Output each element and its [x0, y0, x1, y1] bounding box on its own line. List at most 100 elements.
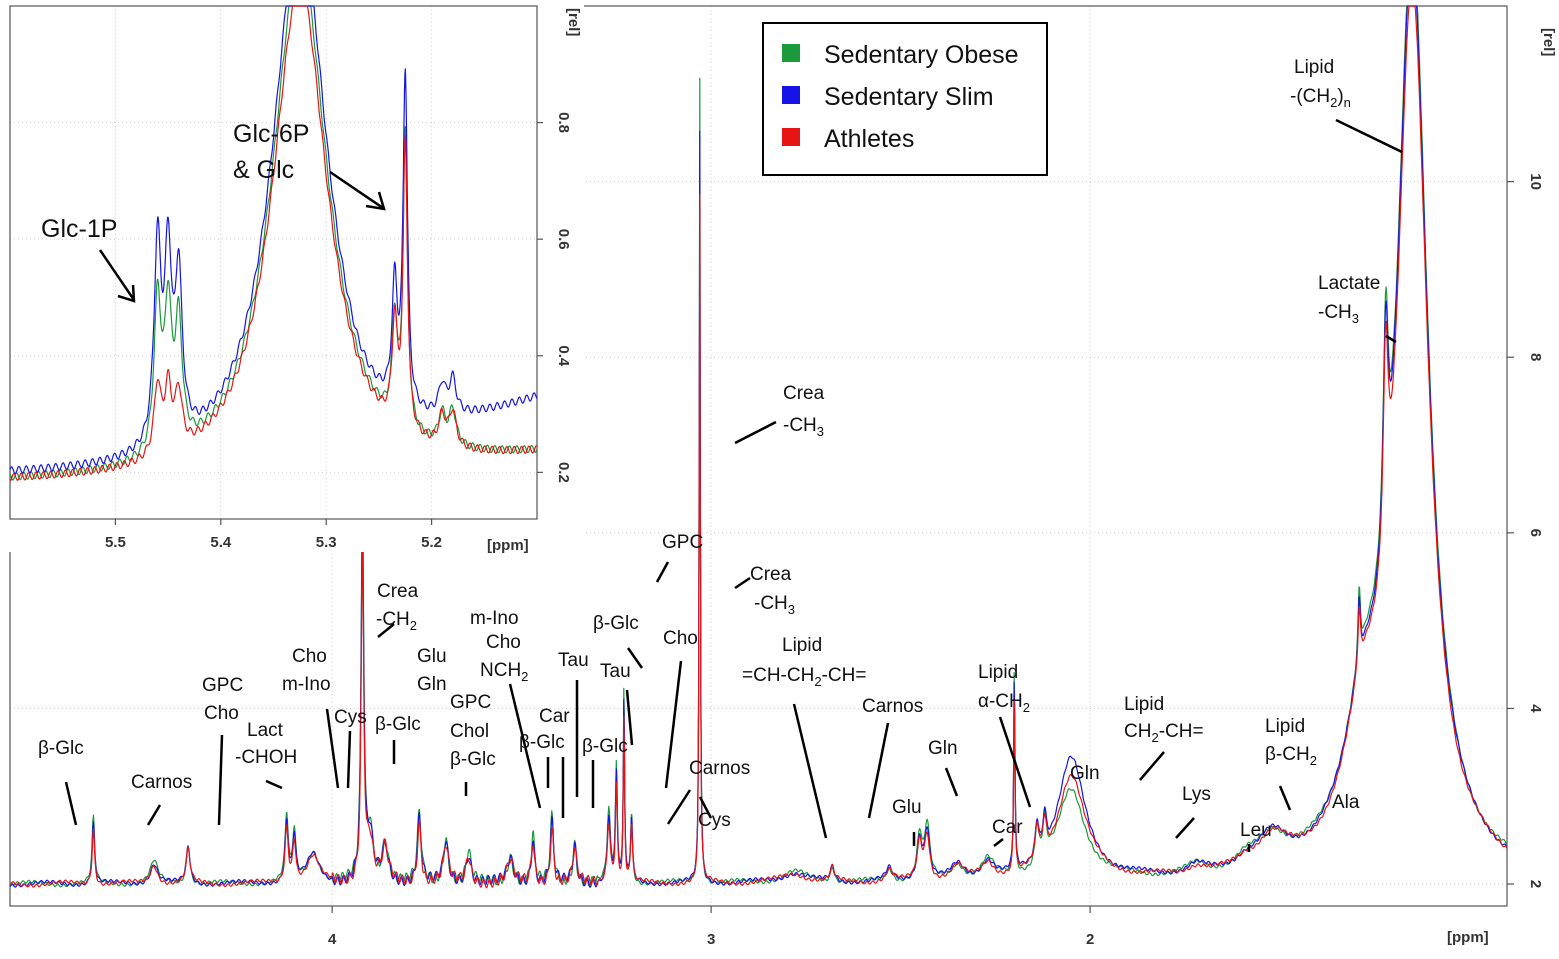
- label-nch2: NCH2: [480, 660, 528, 684]
- label-alpha-ch2: α-CH2: [978, 691, 1030, 715]
- leader-tau-2: [625, 689, 634, 746]
- leader-lact: [265, 779, 283, 790]
- label-carnos-2: Carnos: [689, 758, 750, 779]
- label-mino-2: m-Ino: [470, 608, 519, 629]
- label-beta-glc-4: β-Glc: [519, 732, 565, 753]
- label-glu-1: Glu: [417, 646, 447, 667]
- label-beta-glc-5: β-Glc: [582, 736, 628, 757]
- arrow-glc-6p-head: [365, 191, 386, 211]
- inset-y-tick-label: 0.4: [555, 345, 572, 367]
- label-ch3-1-sub: 3: [817, 424, 824, 439]
- leader-lys: [1175, 817, 1195, 839]
- label-mino-1: m-Ino: [282, 674, 331, 695]
- inset-plot-frame: [9, 5, 538, 520]
- leader-beta-glc-4: [626, 647, 644, 669]
- leader-lipid-beta: [1278, 785, 1292, 811]
- inset-background: [8, 4, 584, 552]
- label-ch-ch2-ch-b: -CH=: [822, 665, 867, 686]
- inset-series-sedentary-slim: [9, 5, 538, 475]
- inset-y-tick-label: 0.2: [555, 462, 572, 483]
- annotation-leader-lines: [64, 118, 1403, 852]
- leader-lipid-ch2-ch: [1139, 751, 1165, 781]
- leader-mino-cho-nch2: [508, 683, 542, 809]
- label-glc-6p: Glc-6P: [233, 120, 309, 148]
- leader-crea-ch3-1: [734, 420, 777, 445]
- leader-cho-2: [664, 660, 683, 789]
- main-spectrum-series: [9, 5, 1508, 889]
- label-tau-1: Tau: [558, 650, 589, 671]
- label-leu: Leu: [1240, 820, 1272, 841]
- leader-lipid-ch-ch2: [792, 703, 828, 839]
- label-gln-3: Gln: [1070, 763, 1100, 784]
- main-y-tick-label: 8: [1527, 353, 1544, 361]
- leader-cho-mino: [325, 708, 340, 789]
- label-beta-ch2-sub: 2: [1310, 753, 1317, 768]
- label-ch-ch2-ch-a: =CH-CH: [742, 665, 814, 686]
- label-lipid-3: Lipid: [1124, 694, 1164, 715]
- label-ch3-2-sub: 3: [788, 602, 795, 617]
- label-ch-ch2-ch: =CH-CH2-CH=: [742, 665, 866, 689]
- label-chol: Chol: [450, 721, 489, 742]
- label-car-2: Car: [992, 817, 1023, 838]
- label-ala: Ala: [1332, 792, 1360, 813]
- label-ch2-1-main: -CH: [376, 609, 410, 630]
- label-cho-1: Cho: [204, 703, 239, 724]
- main-x-axis-unit: [ppm]: [1447, 929, 1489, 946]
- label-gln-1: Gln: [417, 674, 447, 695]
- leader-cys-2: [698, 796, 713, 819]
- legend-swatch-obese: [782, 44, 800, 62]
- label-ch2-ch-b: -CH=: [1159, 721, 1204, 742]
- main-y-tick-label: 10: [1527, 173, 1544, 190]
- label-car-1: Car: [539, 706, 570, 727]
- label-gpc-2: GPC: [450, 692, 491, 713]
- label-cys-1: Cys: [334, 707, 367, 728]
- label-crea-3: Crea: [750, 564, 792, 585]
- label-lactate: Lactate: [1318, 273, 1380, 294]
- label-glu-2: Glu: [892, 797, 922, 818]
- inset-x-tick-label: 5.2: [421, 534, 442, 551]
- label-beta-glc-1: β-Glc: [38, 738, 84, 759]
- legend-label-obese: Sedentary Obese: [824, 41, 1019, 69]
- label-glc-1p: Glc-1P: [41, 215, 117, 243]
- label-cho-3: Cho: [486, 632, 521, 653]
- inset-y-axis-unit: [rel]: [565, 8, 582, 36]
- leader-carnos-1: [146, 804, 162, 826]
- legend-swatch-slim: [782, 86, 800, 104]
- main-series-sedentary-slim: [9, 5, 1508, 888]
- legend-box: [762, 22, 1048, 176]
- label-and-glc: & Glc: [233, 156, 294, 184]
- inset-x-tick-label: 5.3: [316, 534, 337, 551]
- label-ch3-3-main: -CH: [1318, 302, 1352, 323]
- leader-gln-1: [944, 767, 959, 797]
- inset-y-tick-label: 0.6: [555, 229, 572, 250]
- leader-gpc-cho-1: [217, 734, 224, 826]
- main-gridlines: [10, 6, 1507, 906]
- label-ch3-1: -CH3: [783, 415, 824, 439]
- label-ch2-ch-a: CH: [1124, 721, 1151, 742]
- leader-lactate: [1385, 334, 1397, 344]
- legend-label-athletes: Athletes: [824, 125, 914, 153]
- label-beta-ch2: β-CH2: [1265, 744, 1317, 768]
- inset-spectrum-plot: 5.5 5.4 5.3 5.2 0.2 0.4 0.6 0.8 [ppm] [rel] Gl…: [8, 4, 584, 554]
- arrow-glc-1p-head: [117, 284, 136, 303]
- label-cys-2: Cys: [698, 810, 731, 831]
- inset-y-tick-label: 0.8: [555, 112, 572, 133]
- main-x-tick-label: 2: [1086, 931, 1094, 948]
- label-tau-2: Tau: [600, 661, 631, 682]
- label-lipid-5: Lipid: [1294, 57, 1334, 78]
- label-ch2n-a: -(CH: [1290, 86, 1330, 107]
- label-gpc-1: GPC: [202, 675, 243, 696]
- label-lys: Lys: [1182, 784, 1211, 805]
- label-alpha-ch2-main: α-CH: [978, 691, 1023, 712]
- label-gln-2: Gln: [928, 738, 958, 759]
- leader-crea-ch3-2: [734, 576, 751, 590]
- main-y-tick-label: 2: [1527, 880, 1544, 888]
- inset-gridlines: [10, 6, 537, 519]
- label-ch2-ch-sub: 2: [1151, 730, 1158, 745]
- main-y-tick-label: 4: [1527, 704, 1544, 713]
- leader-beta-glc-1: [64, 781, 78, 826]
- label-lact: Lact: [247, 720, 284, 741]
- label-gpc-3: GPC: [662, 532, 703, 553]
- label-ch3-2: -CH3: [754, 593, 795, 617]
